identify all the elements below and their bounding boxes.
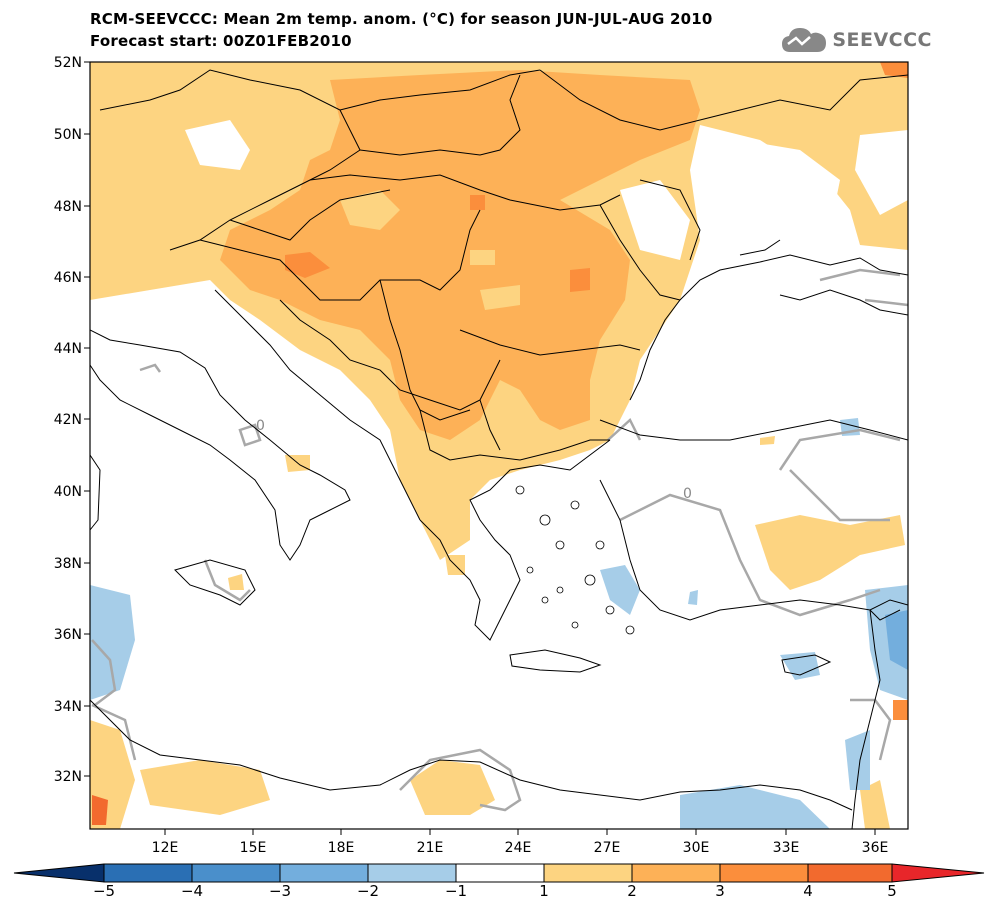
colorbar-tick-label: 3: [715, 882, 725, 900]
colorbar-segment: [279, 863, 369, 883]
colorbar-segment: [719, 863, 809, 883]
colorbar-tick-label: −5: [93, 882, 115, 900]
contour-label: 0: [683, 486, 692, 502]
lat-label: 46N: [54, 270, 82, 286]
colorbar-tick-label: −1: [445, 882, 467, 900]
colorbar-tick-label: 2: [627, 882, 637, 900]
lat-label: 42N: [54, 412, 82, 428]
lon-label: 27E: [594, 840, 621, 856]
colorbar-segment: [103, 863, 193, 883]
lon-label: 18E: [328, 840, 355, 856]
lon-label: 21E: [417, 840, 444, 856]
lat-label: 44N: [54, 341, 82, 357]
colorbar-tick-label: −4: [181, 882, 203, 900]
colorbar-tick-label: 1: [539, 882, 549, 900]
lon-label: 33E: [773, 840, 800, 856]
colorbar-segment: [455, 863, 545, 883]
colorbar-tick-label: −3: [269, 882, 291, 900]
forecast-start-subtitle: Forecast start: 00Z01FEB2010: [90, 32, 352, 50]
lon-label: 24E: [505, 840, 532, 856]
colorbar-segment: [807, 863, 893, 883]
lat-label: 36N: [54, 627, 82, 643]
cloud-icon: [782, 28, 827, 52]
colorbar-segment: [191, 863, 281, 883]
lat-label: 34N: [54, 699, 82, 715]
zero-contour-lines: [91, 268, 908, 812]
seevccc-logo: SEEVCCC: [780, 24, 932, 56]
contour-label: 0: [256, 418, 265, 434]
lon-label: 36E: [862, 840, 889, 856]
anomaly-region-2to3: [220, 70, 700, 440]
lat-label: 40N: [54, 484, 82, 500]
colorbar-segment: [543, 863, 633, 883]
lat-label: 38N: [54, 556, 82, 572]
anomaly-region-neg1to-2: [90, 585, 135, 700]
longitude-axis: [164, 829, 876, 835]
colorbar-tick-label: −2: [357, 882, 379, 900]
lon-label: 15E: [240, 840, 267, 856]
colorbar-tick-label: 4: [803, 882, 813, 900]
colorbar-segment: [13, 863, 105, 883]
anomaly-spot-3to4: [285, 252, 330, 278]
lat-label: 48N: [54, 199, 82, 215]
map-frame: [89, 61, 909, 830]
latitude-axis: [84, 61, 90, 777]
chart-title: RCM-SEEVCCC: Mean 2m temp. anom. (°C) fo…: [90, 10, 713, 28]
colorbar-tick-label: 5: [887, 882, 897, 900]
coastlines-and-borders: [90, 69, 908, 829]
colorbar: [13, 863, 985, 883]
lat-label: 32N: [54, 769, 82, 785]
logo-text: SEEVCCC: [832, 29, 932, 51]
lat-label: 52N: [54, 55, 82, 71]
lon-label: 30E: [683, 840, 710, 856]
colorbar-segment: [367, 863, 457, 883]
colorbar-segment: [891, 863, 985, 883]
colorbar-segment: [631, 863, 721, 883]
lon-label: 12E: [152, 840, 179, 856]
lat-label: 50N: [54, 127, 82, 143]
